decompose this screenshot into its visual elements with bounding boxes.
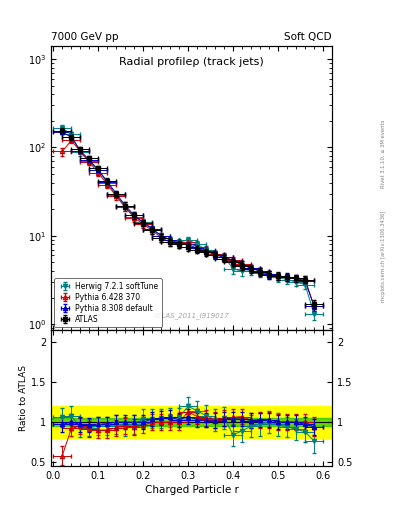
Y-axis label: Ratio to ATLAS: Ratio to ATLAS — [19, 365, 28, 431]
Text: mcplots.cern.ch [arXiv:1306.3436]: mcplots.cern.ch [arXiv:1306.3436] — [381, 210, 386, 302]
Text: Radial profileρ (track jets): Radial profileρ (track jets) — [119, 57, 264, 68]
Text: Rivet 3.1.10, ≥ 3M events: Rivet 3.1.10, ≥ 3M events — [381, 119, 386, 188]
X-axis label: Charged Particle r: Charged Particle r — [145, 485, 239, 495]
Text: ATLAS_2011_I919017: ATLAS_2011_I919017 — [154, 312, 230, 319]
Text: Soft QCD: Soft QCD — [285, 32, 332, 42]
Text: 7000 GeV pp: 7000 GeV pp — [51, 32, 119, 42]
Legend: Herwig 7.2.1 softTune, Pythia 6.428 370, Pythia 8.308 default, ATLAS: Herwig 7.2.1 softTune, Pythia 6.428 370,… — [54, 278, 162, 328]
